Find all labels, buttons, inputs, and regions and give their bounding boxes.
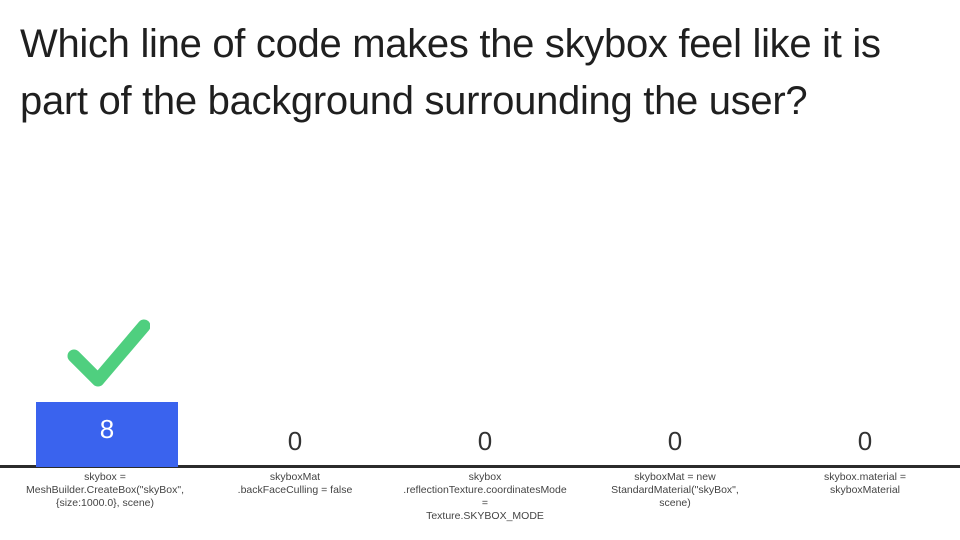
chart-baseline xyxy=(0,465,960,468)
question-text: Which line of code makes the skybox feel… xyxy=(20,22,881,123)
answer-label: skybox.material = skyboxMaterial xyxy=(824,471,906,496)
answer-column-3: 0 skybox .reflectionTexture.coordinatesMo… xyxy=(390,300,580,540)
answer-label: skyboxMat = new StandardMaterial("skyBox… xyxy=(611,471,739,509)
answer-label: skybox .reflectionTexture.coordinatesMod… xyxy=(403,471,567,522)
answer-column-2: 0 skyboxMat .backFaceCulling = false xyxy=(200,300,390,540)
answer-column-4: 0 skyboxMat = new StandardMaterial("skyBo… xyxy=(580,300,770,540)
correct-check-icon xyxy=(67,319,150,387)
answer-count: 0 xyxy=(667,426,683,456)
answer-count: 0 xyxy=(477,426,493,456)
answer-column-5: 0 skybox.material = skyboxMaterial xyxy=(770,300,960,540)
answer-count: 0 xyxy=(287,426,303,456)
answer-label: skyboxMat .backFaceCulling = false xyxy=(237,471,353,496)
results-chart: 8 skybox = MeshBuilder.CreateBox("skyBox"… xyxy=(0,300,960,540)
answer-column-1: 8 skybox = MeshBuilder.CreateBox("skyBox"… xyxy=(10,300,200,540)
answer-count: 8 xyxy=(99,414,115,444)
answer-count: 0 xyxy=(857,426,873,456)
answer-label: skybox = MeshBuilder.CreateBox("skyBox",… xyxy=(25,471,185,509)
answer-bar xyxy=(36,402,178,467)
